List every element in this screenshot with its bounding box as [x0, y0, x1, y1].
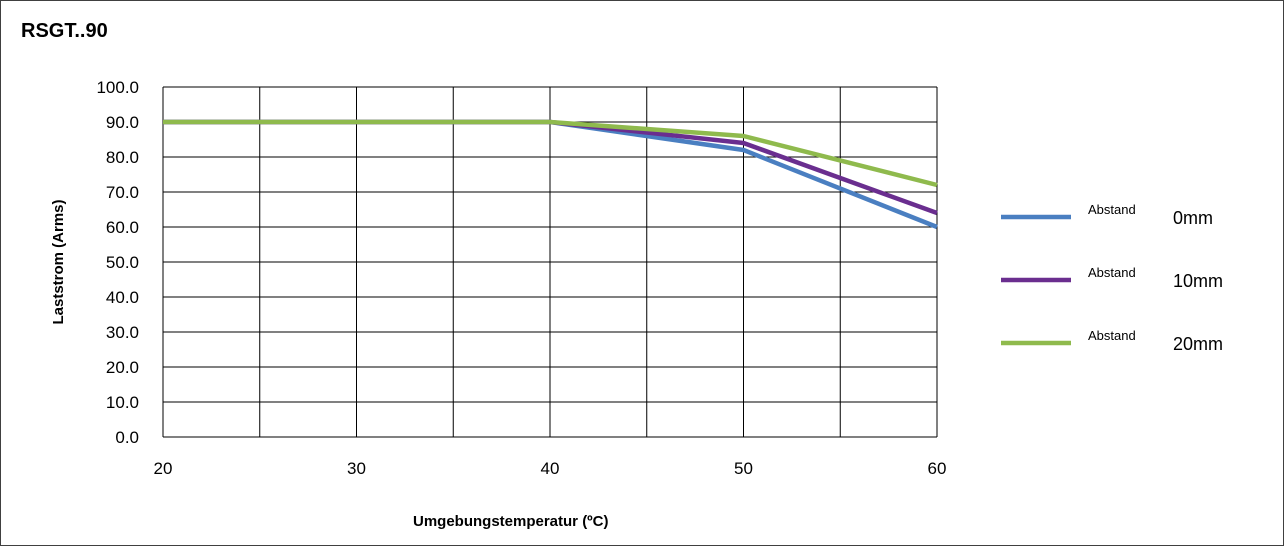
- x-tick-labels: 20 30 40 50 60: [154, 459, 947, 478]
- x-tick-label: 40: [541, 459, 560, 478]
- legend-label-prefix: Abstand: [1088, 328, 1136, 343]
- x-tick-label: 30: [347, 459, 366, 478]
- y-tick-label: 10.0: [106, 393, 139, 412]
- x-tick-label: 20: [154, 459, 173, 478]
- x-tick-label: 50: [734, 459, 753, 478]
- y-tick-label: 80.0: [106, 148, 139, 167]
- y-tick-label: 70.0: [106, 183, 139, 202]
- y-tick-label: 20.0: [106, 358, 139, 377]
- legend-label-suffix: 10mm: [1173, 271, 1223, 291]
- series-line: [163, 119, 938, 188]
- legend-label-suffix: 20mm: [1173, 334, 1223, 354]
- grid: [162, 86, 938, 438]
- y-tick-label: 90.0: [106, 113, 139, 132]
- y-tick-label: 30.0: [106, 323, 139, 342]
- series-lines: [163, 119, 938, 230]
- y-tick-label: 40.0: [106, 288, 139, 307]
- x-axis-label: Umgebungstemperatur (ºC): [413, 513, 609, 530]
- y-tick-label: 60.0: [106, 218, 139, 237]
- legend: Abstand 0mm Abstand 10mm Abstand 20mm: [1001, 202, 1223, 354]
- y-tick-label: 100.0: [96, 78, 139, 97]
- legend-label-suffix: 0mm: [1173, 208, 1213, 228]
- legend-label-prefix: Abstand: [1088, 202, 1136, 217]
- legend-label-prefix: Abstand: [1088, 265, 1136, 280]
- chart-title: RSGT..90: [21, 20, 108, 42]
- y-tick-labels: 0.0 10.0 20.0 30.0 40.0 50.0 60.0 70.0 80.0 90.0 1…: [96, 78, 139, 447]
- y-tick-label: 0.0: [115, 428, 139, 447]
- y-axis-label: Laststrom (Arms): [50, 199, 67, 324]
- x-tick-label: 60: [928, 459, 947, 478]
- y-tick-label: 50.0: [106, 253, 139, 272]
